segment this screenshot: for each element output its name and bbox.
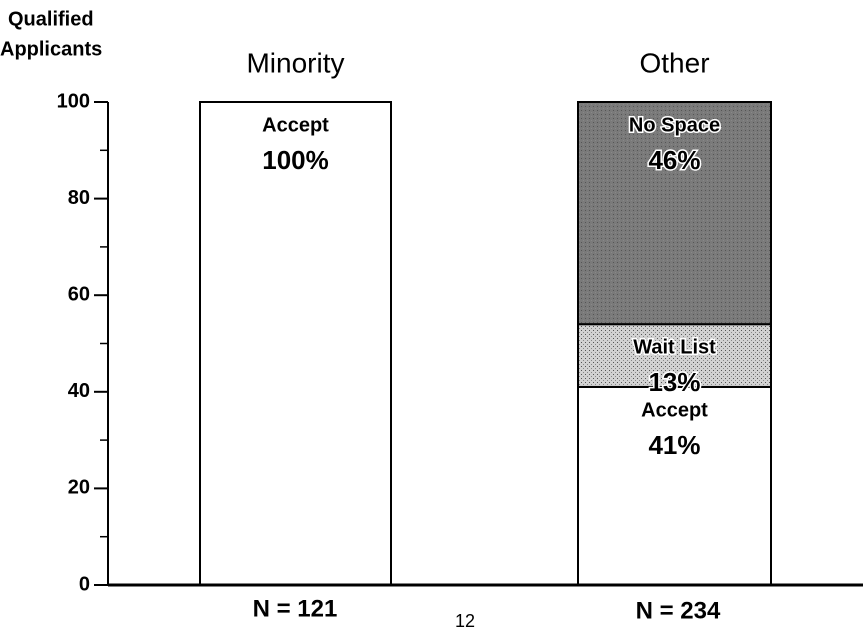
bar-texture <box>579 103 770 324</box>
segment-value-label: 13% <box>648 367 700 397</box>
y-tick-label: 60 <box>68 283 90 305</box>
n-label: N = 234 <box>636 597 721 624</box>
segment-value-label: 41% <box>648 430 700 460</box>
y-tick-label: 0 <box>79 573 90 595</box>
segment-name: Accept <box>641 399 708 421</box>
segment-name: No Space <box>629 114 720 136</box>
segment-value-label: 100% <box>262 145 329 175</box>
segment-name: Accept <box>262 114 329 136</box>
y-axis-label: Qualified <box>8 8 94 30</box>
y-tick-label: 20 <box>68 477 90 499</box>
n-label: N = 121 <box>253 595 338 622</box>
y-tick-label: 100 <box>57 90 90 112</box>
y-axis-label: Applicants <box>0 38 102 60</box>
y-tick-label: 80 <box>68 187 90 209</box>
segment-value-label: 46% <box>648 145 700 175</box>
page-number: 12 <box>455 611 475 631</box>
bar-texture <box>579 325 770 386</box>
bar-segment <box>577 385 772 586</box>
category-label: Minority <box>246 47 344 78</box>
bar-segment <box>199 101 392 586</box>
y-tick-label: 40 <box>68 380 90 402</box>
segment-name: Wait List <box>633 336 716 358</box>
category-label: Other <box>639 47 709 78</box>
